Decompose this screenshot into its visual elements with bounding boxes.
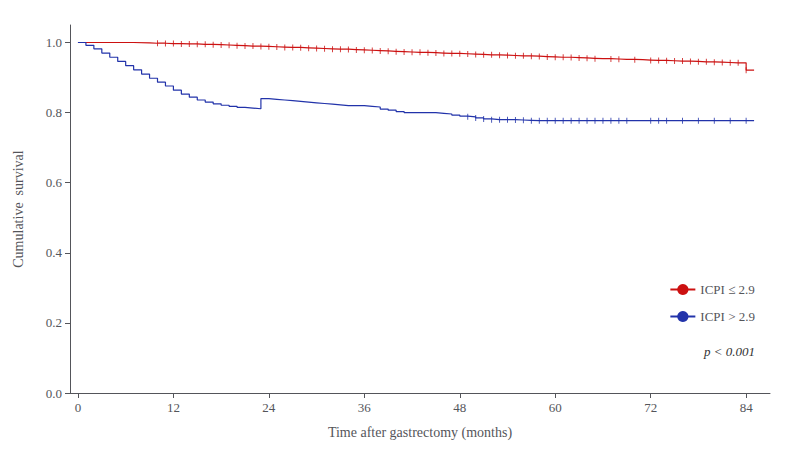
svg-text:Cumulative survival: Cumulative survival <box>11 150 26 268</box>
svg-text:84: 84 <box>740 400 754 415</box>
svg-text:0.4: 0.4 <box>46 245 63 260</box>
svg-text:0.0: 0.0 <box>46 386 62 401</box>
svg-text:0: 0 <box>75 400 82 415</box>
svg-text:24: 24 <box>262 400 276 415</box>
svg-text:Time after gastrectomy (months: Time after gastrectomy (months) <box>328 425 513 441</box>
svg-text:0.8: 0.8 <box>46 105 62 120</box>
svg-text:ICPI ≤ 2.9: ICPI ≤ 2.9 <box>700 282 754 297</box>
svg-text:60: 60 <box>549 400 562 415</box>
svg-text:1.0: 1.0 <box>46 35 62 50</box>
svg-text:ICPI > 2.9: ICPI > 2.9 <box>700 309 755 324</box>
svg-text:48: 48 <box>453 400 466 415</box>
svg-text:p < 0.001: p < 0.001 <box>703 344 755 359</box>
svg-text:0.6: 0.6 <box>46 175 63 190</box>
svg-text:72: 72 <box>644 400 657 415</box>
svg-text:12: 12 <box>167 400 180 415</box>
svg-text:36: 36 <box>358 400 372 415</box>
svg-text:0.2: 0.2 <box>46 315 62 330</box>
